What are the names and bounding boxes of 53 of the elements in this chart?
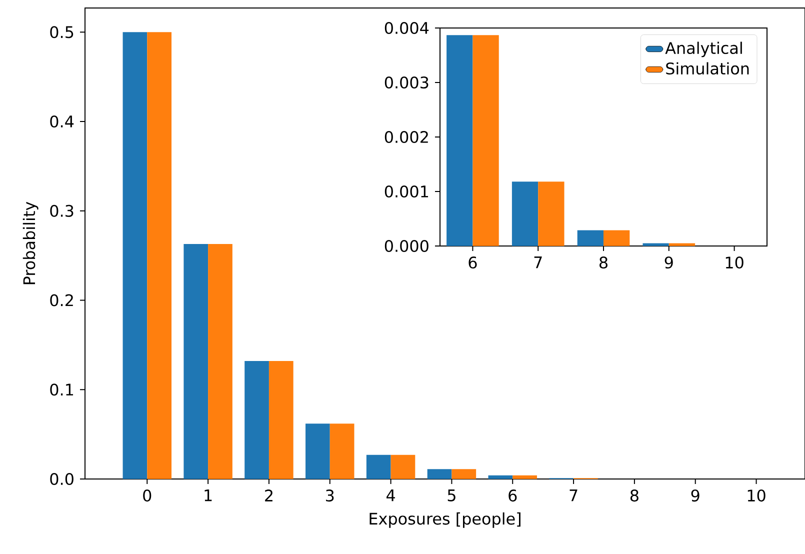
bar xyxy=(306,424,330,480)
x-tick-label: 5 xyxy=(448,490,456,502)
bar xyxy=(366,454,391,480)
bar xyxy=(244,361,269,480)
y-axis-title: Probability xyxy=(22,202,38,284)
bar xyxy=(668,243,696,246)
x-tick-label: 8 xyxy=(630,490,638,502)
x-tick-label: 0 xyxy=(143,490,152,502)
x-tick-label: 4 xyxy=(386,490,395,502)
bar xyxy=(147,32,172,480)
bar xyxy=(538,182,564,246)
legend-label: Analytical xyxy=(665,42,742,58)
y-tick-label: 0.2 xyxy=(50,294,73,306)
y-tick-label: 0.3 xyxy=(50,204,74,217)
x-tick-label: 8 xyxy=(600,256,608,269)
x-tick-label: 6 xyxy=(508,490,517,502)
y-tick-label: 0.001 xyxy=(384,185,428,198)
y-tick-label: 0.002 xyxy=(384,130,428,144)
y-tick-label: 0.000 xyxy=(384,240,428,252)
x-tick-label: 9 xyxy=(664,256,673,269)
x-tick-label: 10 xyxy=(726,256,744,269)
legend-label: Simulation xyxy=(666,62,749,75)
x-tick-label: 2 xyxy=(265,490,272,502)
bar xyxy=(208,244,232,480)
bar xyxy=(452,469,476,480)
bar xyxy=(390,454,416,480)
bar xyxy=(472,35,499,246)
y-tick-label: 0.003 xyxy=(384,76,428,89)
x-tick-label: 7 xyxy=(570,490,578,502)
bar xyxy=(122,32,148,480)
bar xyxy=(427,469,452,480)
bar xyxy=(268,361,294,480)
bar xyxy=(184,244,208,480)
x-axis-title: Exposures [people] xyxy=(370,512,520,528)
y-tick-label: 0.0 xyxy=(50,472,74,486)
y-tick-label: 0.4 xyxy=(50,115,74,128)
y-tick-label: 0.004 xyxy=(384,22,429,34)
x-tick-label: 1 xyxy=(204,490,212,502)
bar xyxy=(642,243,669,246)
x-tick-label: 6 xyxy=(468,256,477,269)
bar xyxy=(604,230,630,246)
bar xyxy=(488,475,513,480)
bar xyxy=(577,230,604,246)
x-tick-label: 3 xyxy=(326,490,334,502)
bar xyxy=(512,182,538,246)
bar xyxy=(512,475,537,480)
x-tick-label: 7 xyxy=(534,256,542,268)
bar xyxy=(330,424,354,480)
x-tick-label: 9 xyxy=(691,490,700,502)
bar xyxy=(446,35,473,246)
y-tick-label: 0.5 xyxy=(50,26,74,38)
x-tick-label: 10 xyxy=(748,490,766,502)
y-tick-label: 0.1 xyxy=(50,384,74,396)
